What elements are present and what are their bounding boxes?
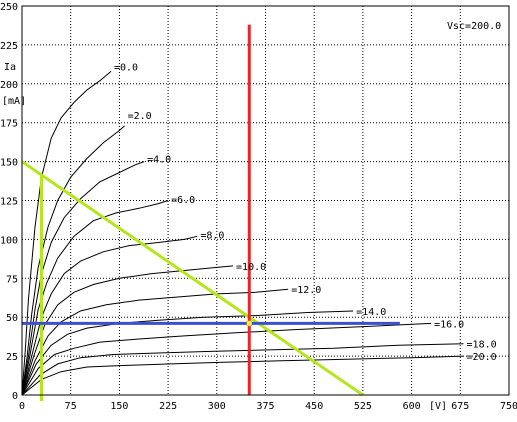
curve-grid-0.0 xyxy=(21,71,112,396)
curve-label-14.0: =14.0 xyxy=(356,307,386,318)
x-tick-label: 75 xyxy=(65,401,77,412)
axis-layer: 0 75 150 225 300 375 450 525 600 675 750 0 25 50 75 100… xyxy=(0,2,517,412)
x-tick-label: 300 xyxy=(208,401,226,412)
curve-label-8.0: =8.0 xyxy=(200,231,224,242)
operating-point-marker xyxy=(246,320,253,327)
y-tick-label: 0 xyxy=(12,391,18,402)
grid-layer xyxy=(22,5,510,395)
annotation-vsc: Vsc=200.0 xyxy=(447,21,501,32)
curve-grid-12.0 xyxy=(21,288,289,396)
y-tick-label: 250 xyxy=(0,2,18,13)
y-tick-label: 50 xyxy=(6,313,18,324)
y-tick-label: 100 xyxy=(0,235,18,246)
y-tick-label: 125 xyxy=(0,197,18,208)
curve-grid-4.0 xyxy=(21,161,145,396)
y-tick-label: 175 xyxy=(0,119,18,130)
y-axis-unit: [mA] xyxy=(2,96,26,107)
y-tick-label: 150 xyxy=(0,158,18,169)
x-tick-label: 525 xyxy=(354,401,372,412)
curve-label-2.0: =2.0 xyxy=(128,111,152,122)
curve-label-0.0: =0.0 xyxy=(114,63,138,74)
curve-grid-20.0 xyxy=(21,355,464,396)
curve-label-20.0: =20.0 xyxy=(467,352,497,363)
x-tick-label: 675 xyxy=(451,401,469,412)
y-tick-label: 200 xyxy=(0,80,18,91)
curve-layer xyxy=(21,71,464,396)
x-tick-label: 750 xyxy=(500,401,517,412)
load-line xyxy=(21,160,364,397)
curve-grid-16.0 xyxy=(21,322,432,396)
x-tick-label: 0 xyxy=(19,401,25,412)
y-tick-label: 75 xyxy=(6,274,18,285)
y-tick-label: 25 xyxy=(6,352,18,363)
x-tick-label: 150 xyxy=(110,401,128,412)
curve-label-16.0: =16.0 xyxy=(434,319,464,330)
curve-grid-18.0 xyxy=(21,343,464,396)
curve-label-10.0: =10.0 xyxy=(236,262,266,273)
curve-label-18.0: =18.0 xyxy=(467,340,497,351)
x-tick-label: 600 xyxy=(403,401,421,412)
plot-frame xyxy=(21,5,510,396)
y-tick-label: 225 xyxy=(0,41,18,52)
x-tick-label: 375 xyxy=(256,401,274,412)
x-axis-unit: [V] xyxy=(429,401,447,412)
curve-grid-2.0 xyxy=(21,125,125,396)
curve-grid-8.0 xyxy=(21,235,198,396)
curve-grid-6.0 xyxy=(21,200,169,396)
x-tick-label: 225 xyxy=(159,401,177,412)
overlay-layer xyxy=(21,24,400,401)
y-axis-label: Ia xyxy=(4,62,16,73)
curve-label-12.0: =12.0 xyxy=(291,285,321,296)
label-layer: =0.0 =2.0 =4.0 =6.0 =8.0 =10.0 =12.0 =14.0 =16.0… xyxy=(114,63,497,363)
curve-label-4.0: =4.0 xyxy=(147,154,171,165)
curve-label-6.0: =6.0 xyxy=(171,195,195,206)
x-tick-label: 450 xyxy=(305,401,323,412)
